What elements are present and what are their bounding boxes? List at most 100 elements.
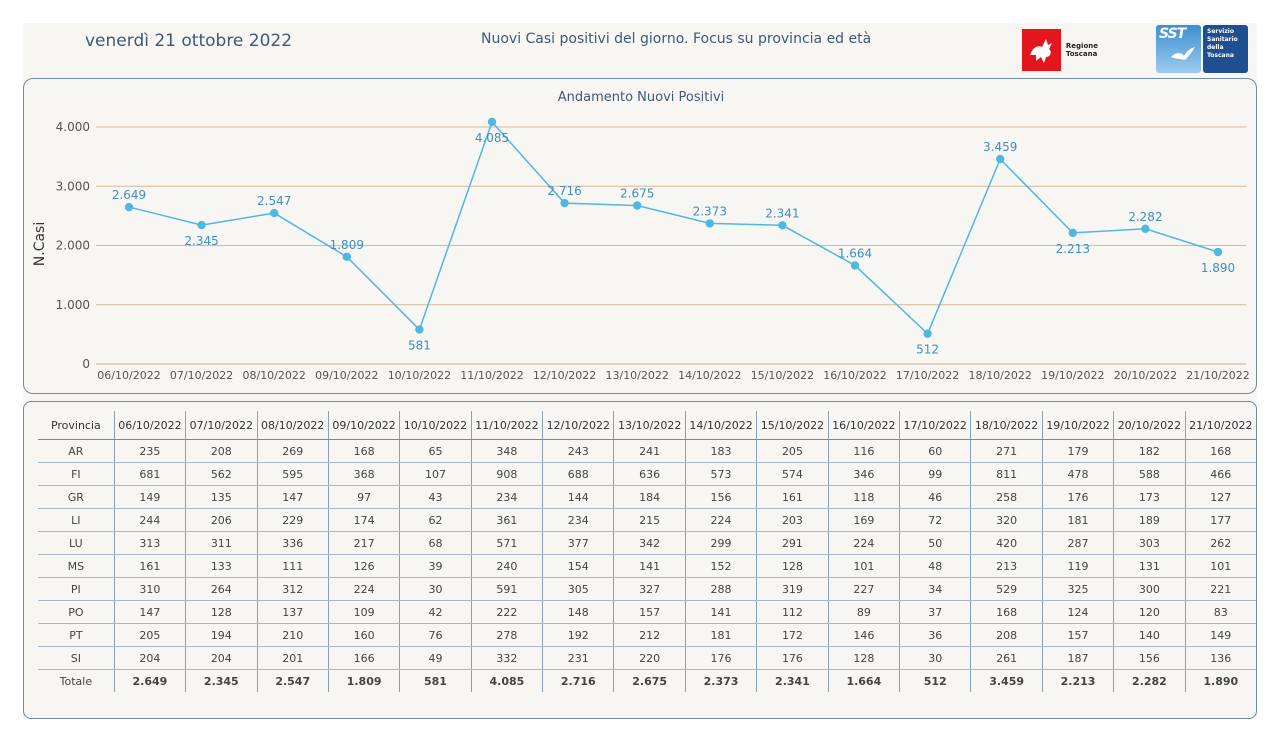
data-point (560, 198, 569, 208)
table-cell: 204 (185, 646, 258, 670)
table-cell: 478 (1041, 462, 1114, 486)
table-cell: 176 (684, 646, 757, 670)
data-label: 2.373 (693, 204, 727, 218)
table-cell: 562 (185, 462, 258, 486)
x-tick-label: 21/10/2022 (1186, 369, 1249, 382)
sst-line: Servizio (1207, 28, 1234, 35)
table-cell: 261 (970, 646, 1043, 670)
column-header: 06/10/2022 (113, 411, 186, 440)
column-header: 16/10/2022 (827, 411, 900, 440)
table-cell: 116 (827, 439, 900, 463)
table-cell: 166 (327, 646, 400, 670)
table-row: MS 161 133 111 126 39 240 154 141 152 128 101 48 213 1… (38, 554, 1256, 578)
total-cell: 2.341 (756, 669, 829, 692)
pegasus-icon (1022, 29, 1061, 71)
data-point (633, 201, 642, 210)
table-cell: 183 (684, 439, 757, 463)
chart-panel: Andamento Nuovi Positivi N.Casi 0 1.000 2.… (23, 78, 1257, 394)
x-tick-label: 15/10/2022 (751, 369, 814, 382)
table-cell: 312 (256, 577, 329, 601)
table-cell: 234 (470, 485, 543, 509)
column-header: 19/10/2022 (1041, 411, 1114, 440)
table-cell: 204 (113, 646, 186, 670)
table-cell: 224 (827, 531, 900, 555)
table-cell: 291 (756, 531, 829, 555)
table-cell: 303 (1113, 531, 1186, 555)
data-point (778, 221, 787, 230)
table-cell: 240 (470, 554, 543, 578)
column-header: 10/10/2022 (399, 411, 472, 440)
regione-toscana-logo: Regione Toscana (1022, 29, 1130, 71)
column-header: 07/10/2022 (185, 411, 258, 440)
table-cell: 241 (613, 439, 686, 463)
x-ticks: 06/10/2022 07/10/2022 08/10/2022 09/10/2022… (97, 369, 1249, 382)
y-axis-label: N.Casi (32, 222, 48, 266)
table-cell: 264 (185, 577, 258, 601)
table-cell: 271 (970, 439, 1043, 463)
table-cell: 147 (256, 485, 329, 509)
x-tick-label: 18/10/2022 (968, 369, 1031, 382)
table-cell: 305 (542, 577, 614, 601)
table-cell: 68 (399, 531, 472, 555)
table-cell: 157 (1041, 623, 1114, 647)
table-cell: 311 (185, 531, 258, 555)
table-cell: 169 (827, 508, 900, 532)
table-cell: 126 (327, 554, 400, 578)
table-cell: 688 (542, 462, 614, 486)
data-label: 1.664 (838, 246, 872, 260)
table-cell: 210 (256, 623, 329, 647)
table-cell: 205 (113, 623, 186, 647)
province-name: PI (38, 577, 115, 601)
table-cell: 681 (113, 462, 186, 486)
column-header: 13/10/2022 (613, 411, 686, 440)
column-header: 11/10/2022 (470, 411, 543, 440)
province-name: GR (38, 485, 115, 509)
table-cell: 174 (327, 508, 400, 532)
grid (96, 126, 1246, 365)
header-provincia: Provincia (38, 411, 115, 440)
table-cell: 213 (970, 554, 1043, 578)
table-body: AR 235 208 269 168 65 348 243 241 183 205 116 60 271 1… (38, 439, 1256, 692)
table-cell: 127 (1184, 485, 1256, 509)
y-ticks: 0 1.000 2.000 3.000 4.000 (56, 120, 90, 371)
x-tick-label: 11/10/2022 (460, 369, 523, 382)
table-cell: 147 (113, 600, 186, 624)
column-header: 18/10/2022 (970, 411, 1043, 440)
total-cell: 2.547 (256, 669, 329, 692)
table-cell: 109 (327, 600, 400, 624)
y-tick-label: 2.000 (56, 239, 90, 253)
table-cell: 161 (113, 554, 186, 578)
table-cell: 325 (1041, 577, 1114, 601)
report-date: venerdì 21 ottobre 2022 (85, 31, 293, 51)
data-label: 2.213 (1056, 242, 1090, 256)
table-cell: 161 (756, 485, 829, 509)
table-row: PI 310 264 312 224 30 591 305 327 288 319 227 34 529 3… (38, 577, 1256, 601)
table-cell: 177 (1184, 508, 1256, 532)
data-point (1068, 228, 1078, 238)
table-cell: 65 (399, 439, 472, 463)
x-tick-label: 13/10/2022 (605, 369, 668, 382)
total-cell: 3.459 (970, 669, 1043, 692)
table-cell: 39 (399, 554, 472, 578)
data-label: 2.345 (184, 234, 218, 248)
table-cell: 221 (1184, 577, 1256, 601)
table-cell: 811 (970, 462, 1043, 486)
province-name: LI (38, 508, 115, 532)
table-cell: 141 (684, 600, 757, 624)
table-cell: 229 (256, 508, 329, 532)
x-tick-label: 06/10/2022 (97, 369, 160, 382)
table-cell: 36 (899, 623, 971, 647)
table-cell: 573 (684, 462, 757, 486)
table-row: FI 681 562 595 368 107 908 688 636 573 574 346 99 811… (38, 462, 1256, 486)
table-cell: 146 (827, 623, 900, 647)
table-cell: 140 (1113, 623, 1186, 647)
total-cell: 2.373 (684, 669, 757, 692)
table-cell: 244 (113, 508, 186, 532)
table-cell: 212 (613, 623, 686, 647)
dashboard-page: venerdì 21 ottobre 2022 Nuovi Casi posit… (23, 23, 1257, 719)
column-header: 09/10/2022 (327, 411, 400, 440)
table-cell: 154 (542, 554, 614, 578)
column-header: 08/10/2022 (256, 411, 329, 440)
table-row: PO 147 128 137 109 42 222 148 157 141 112 89 37 168 12… (38, 600, 1256, 624)
x-tick-label: 17/10/2022 (896, 369, 959, 382)
